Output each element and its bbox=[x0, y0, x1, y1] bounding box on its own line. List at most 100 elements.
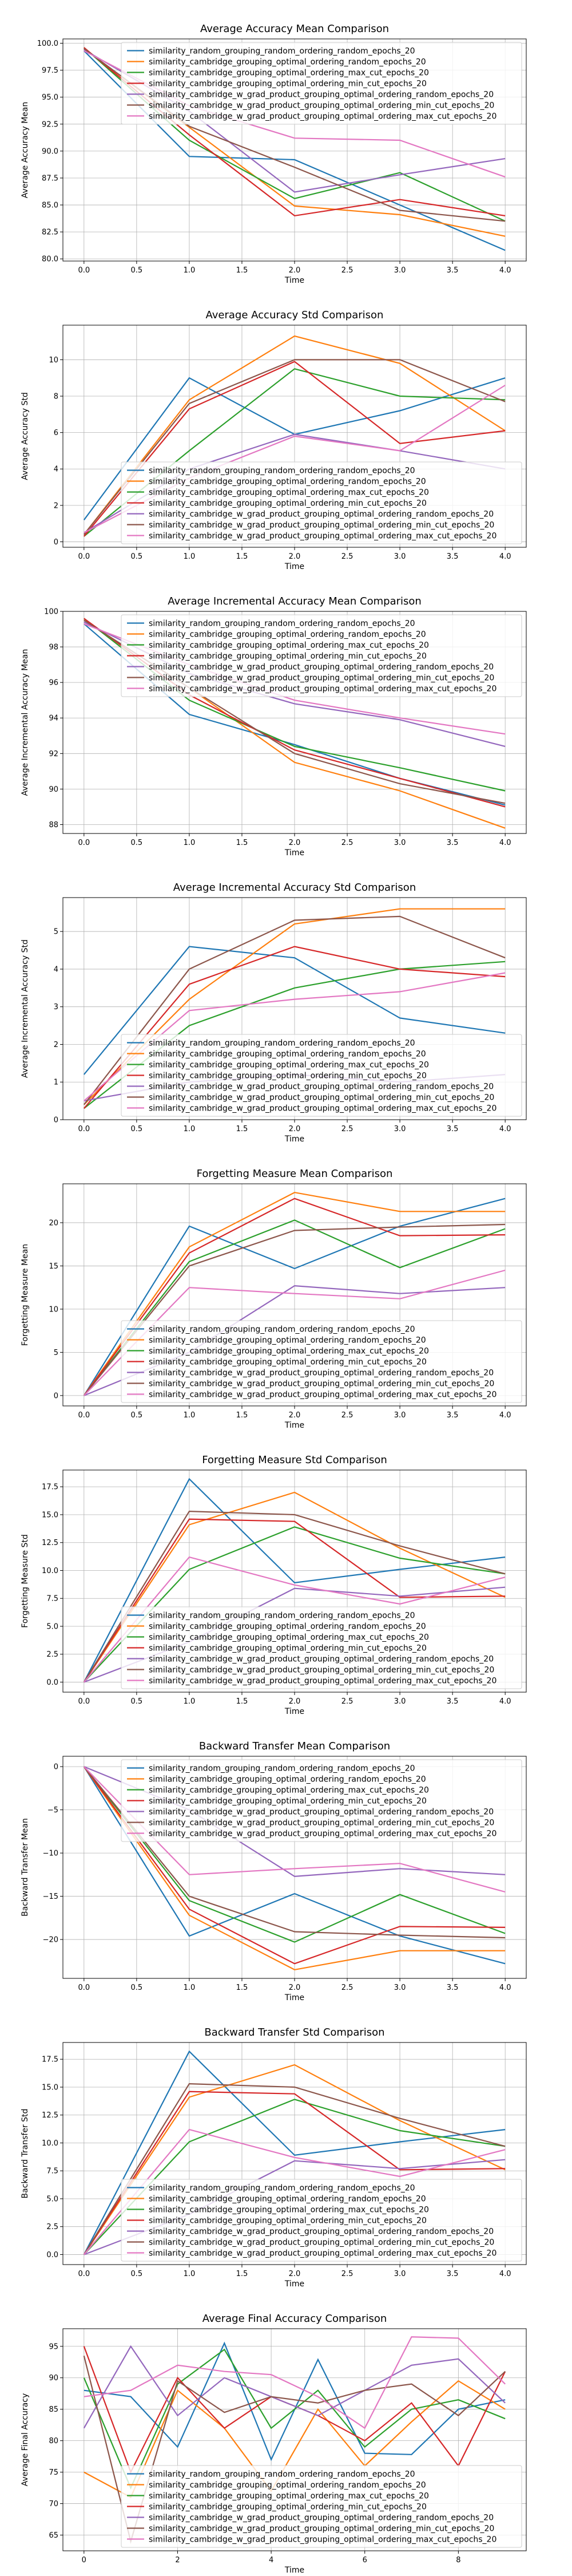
y-axis-label: Forgetting Measure Mean bbox=[21, 1244, 30, 1346]
legend-entry: similarity_cambridge_w_grad_product_grou… bbox=[149, 2238, 494, 2247]
x-tick-label: 1.5 bbox=[236, 839, 248, 847]
legend-box bbox=[121, 2179, 522, 2262]
legend-entry: similarity_cambridge_w_grad_product_grou… bbox=[149, 1677, 496, 1686]
legend-box bbox=[121, 1320, 522, 1403]
y-tick-label: 92.5 bbox=[42, 120, 58, 129]
x-tick-label: 1.0 bbox=[184, 1984, 196, 1992]
legend-box bbox=[121, 461, 522, 544]
legend-entry: similarity_cambridge_w_grad_product_grou… bbox=[149, 2524, 494, 2534]
y-tick-label: 2 bbox=[54, 501, 58, 510]
legend-entry: similarity_random_grouping_random_orderi… bbox=[149, 2470, 415, 2479]
y-tick-label: 88 bbox=[49, 821, 58, 829]
y-axis-label: Average Accuracy Mean bbox=[21, 102, 30, 198]
legend-entry: similarity_cambridge_w_grad_product_grou… bbox=[149, 1104, 496, 1113]
y-tick-label: 4 bbox=[54, 465, 58, 474]
y-tick-label: 10.0 bbox=[42, 1567, 58, 1575]
chart-title: Forgetting Measure Std Comparison bbox=[202, 1454, 387, 1466]
legend-entry: similarity_cambridge_w_grad_product_grou… bbox=[149, 1819, 494, 1828]
x-tick-label: 2.5 bbox=[341, 839, 353, 847]
series-line-3 bbox=[83, 946, 506, 1109]
y-tick-label: 17.5 bbox=[42, 2056, 58, 2064]
x-tick-label: 2.5 bbox=[341, 1125, 353, 1133]
x-tick-label: 2.0 bbox=[289, 1125, 301, 1133]
y-tick-label: −20 bbox=[43, 1936, 58, 1945]
legend-entry: similarity_cambridge_grouping_optimal_or… bbox=[149, 1786, 429, 1795]
y-tick-label: 85.0 bbox=[42, 202, 58, 210]
legend-entry: similarity_cambridge_grouping_optimal_or… bbox=[149, 69, 429, 78]
y-tick-label: 5.0 bbox=[46, 2195, 58, 2203]
legend-entry: similarity_cambridge_w_grad_product_grou… bbox=[149, 685, 496, 694]
legend-entry: similarity_cambridge_grouping_optimal_or… bbox=[149, 1050, 426, 1059]
legend-box bbox=[121, 1606, 522, 1689]
x-tick-label: 0.5 bbox=[131, 552, 143, 561]
x-tick-label: 8 bbox=[456, 2556, 460, 2565]
legend-entry: similarity_random_grouping_random_orderi… bbox=[149, 1325, 415, 1334]
x-tick-label: 6 bbox=[363, 2556, 367, 2565]
x-axis-label: Time bbox=[284, 2279, 304, 2289]
y-tick-label: 2 bbox=[54, 1041, 58, 1049]
x-axis-label: Time bbox=[284, 276, 304, 285]
series-line-5 bbox=[83, 1223, 506, 1396]
x-tick-label: 0.0 bbox=[78, 1984, 90, 1992]
x-tick-label: 4.0 bbox=[499, 1984, 511, 1992]
x-tick-label: 1.0 bbox=[184, 2270, 196, 2278]
x-tick-label: 1.0 bbox=[184, 552, 196, 561]
y-tick-label: 12.5 bbox=[42, 1539, 58, 1547]
x-tick-label: 1.0 bbox=[184, 1697, 196, 1706]
legend-entry: similarity_cambridge_w_grad_product_grou… bbox=[149, 1380, 494, 1389]
y-tick-label: 97.5 bbox=[42, 66, 58, 75]
chart-title: Average Accuracy Std Comparison bbox=[206, 309, 384, 321]
x-tick-label: 4.0 bbox=[499, 1125, 511, 1133]
x-tick-label: 4 bbox=[269, 2556, 273, 2565]
x-tick-label: 3.5 bbox=[447, 1984, 459, 1992]
y-tick-label: 0 bbox=[54, 538, 58, 547]
y-tick-label: 65 bbox=[49, 2531, 58, 2540]
legend-entry: similarity_cambridge_grouping_optimal_or… bbox=[149, 2481, 426, 2490]
legend-box bbox=[121, 2465, 522, 2548]
x-tick-label: 4.0 bbox=[499, 1411, 511, 1420]
x-tick-label: 2.5 bbox=[341, 2270, 353, 2278]
x-tick-label: 0.0 bbox=[78, 1411, 90, 1420]
chart-panel-6: Backward Transfer Mean Comparison 0.0 0.5 1… bbox=[21, 1740, 527, 2002]
x-tick-label: 0.5 bbox=[131, 839, 143, 847]
x-tick-label: 0.0 bbox=[78, 1697, 90, 1706]
series-line-1 bbox=[83, 2064, 506, 2255]
chart-panel-3: Average Incremental Accuracy Std Compari… bbox=[21, 882, 527, 1144]
y-tick-label: −5 bbox=[47, 1806, 58, 1815]
x-tick-label: 0.0 bbox=[78, 839, 90, 847]
x-tick-label: 0.0 bbox=[78, 266, 90, 275]
legend-entry: similarity_cambridge_grouping_optimal_or… bbox=[149, 499, 427, 508]
x-tick-label: 3.0 bbox=[394, 1411, 406, 1420]
legend: similarity_random_grouping_random_orderi… bbox=[121, 42, 522, 125]
legend-box bbox=[121, 42, 522, 125]
legend: similarity_random_grouping_random_orderi… bbox=[121, 2465, 522, 2548]
x-tick-label: 3.0 bbox=[394, 2270, 406, 2278]
legend-entry: similarity_cambridge_grouping_optimal_or… bbox=[149, 641, 429, 650]
y-tick-label: −15 bbox=[43, 1893, 58, 1901]
series-line-5 bbox=[83, 1766, 506, 1939]
x-tick-label: 2.0 bbox=[289, 266, 301, 275]
y-tick-label: 17.5 bbox=[42, 1483, 58, 1492]
y-tick-label: 0 bbox=[54, 1763, 58, 1772]
plot-frame bbox=[62, 2328, 527, 2551]
x-tick-label: 4.0 bbox=[499, 1697, 511, 1706]
x-axis-label: Time bbox=[284, 2566, 304, 2575]
y-axis-label: Average Final Accuracy bbox=[21, 2393, 30, 2487]
y-tick-label: 87.5 bbox=[42, 174, 58, 183]
legend: similarity_random_grouping_random_orderi… bbox=[121, 2179, 522, 2262]
legend-entry: similarity_cambridge_grouping_optimal_or… bbox=[149, 652, 427, 661]
y-tick-label: 95.0 bbox=[42, 93, 58, 102]
y-tick-label: 7.5 bbox=[46, 1595, 58, 1603]
x-tick-label: 1.0 bbox=[184, 1125, 196, 1133]
series-line-1 bbox=[83, 335, 506, 535]
chart-panel-8: Average Final Accuracy Comparison 0 2 4 6 8 65… bbox=[21, 2313, 527, 2575]
legend-entry: similarity_cambridge_w_grad_product_grou… bbox=[149, 2227, 494, 2237]
x-tick-label: 2.5 bbox=[341, 1984, 353, 1992]
y-tick-label: 98 bbox=[49, 643, 58, 652]
x-tick-label: 3.5 bbox=[447, 2270, 459, 2278]
x-tick-label: 1.0 bbox=[184, 1411, 196, 1420]
x-axis-label: Time bbox=[284, 848, 304, 858]
y-tick-label: 15.0 bbox=[42, 1511, 58, 1519]
y-axis-label: Backward Transfer Std bbox=[21, 2109, 30, 2199]
x-tick-label: 3.5 bbox=[447, 1697, 459, 1706]
